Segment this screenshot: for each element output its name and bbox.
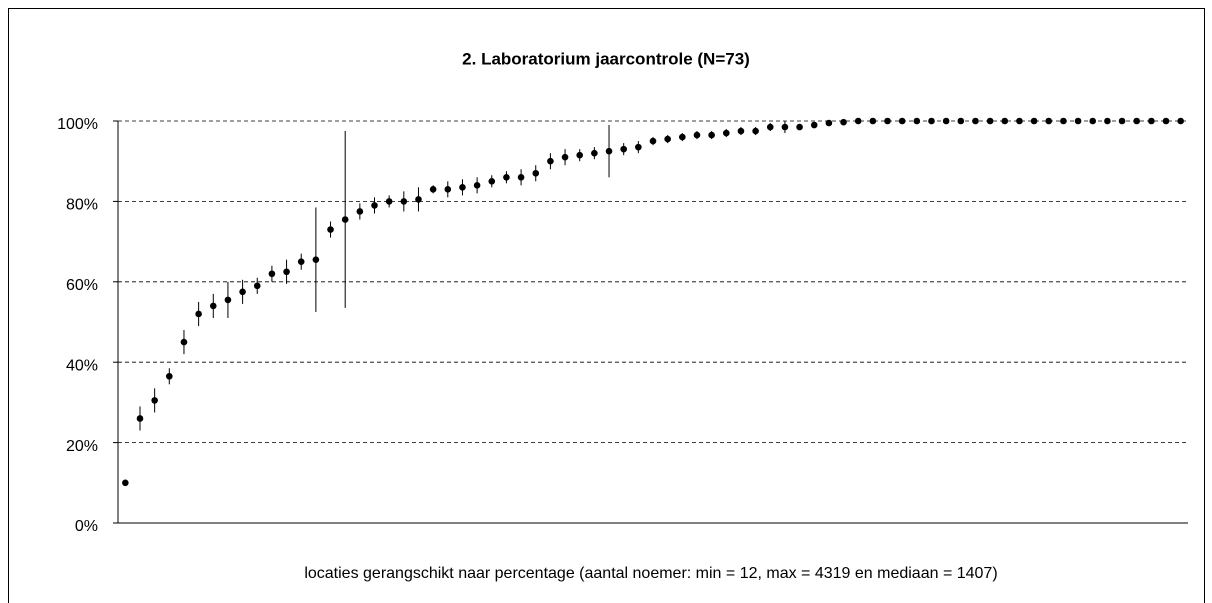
point (1118, 117, 1126, 125)
point (488, 178, 496, 185)
point (547, 157, 554, 165)
point (635, 143, 642, 151)
point (297, 258, 305, 266)
point (722, 129, 730, 137)
point (840, 118, 847, 126)
point (151, 397, 158, 404)
point (561, 153, 569, 161)
point (136, 415, 144, 422)
point (1089, 117, 1097, 125)
chart-title: 2. Laboratorium jaarcontrole (N=73) (462, 49, 750, 68)
point (224, 296, 232, 304)
point (473, 182, 481, 189)
chart-frame (8, 8, 1205, 603)
point (854, 117, 862, 125)
point (517, 173, 525, 181)
point (649, 137, 657, 145)
point (986, 117, 994, 125)
point (898, 117, 906, 125)
point (122, 479, 129, 487)
point (884, 117, 891, 125)
point (1045, 117, 1053, 125)
point (180, 338, 188, 346)
y-tick-label: 40% (66, 357, 98, 374)
point (503, 173, 510, 181)
point (679, 133, 686, 141)
point (913, 117, 921, 125)
point (253, 282, 261, 290)
point (532, 169, 540, 177)
point (664, 135, 671, 143)
point (459, 184, 466, 191)
point (371, 202, 378, 209)
point (796, 123, 803, 131)
point (195, 310, 202, 318)
point (1133, 117, 1140, 125)
point (957, 117, 965, 125)
point (356, 208, 364, 215)
point (1148, 117, 1155, 125)
point (1001, 117, 1009, 125)
y-tick-label: 80% (66, 197, 98, 214)
point (620, 145, 627, 153)
y-tick-label: 100% (57, 116, 98, 133)
point (1177, 117, 1184, 125)
point (869, 117, 877, 125)
point (341, 216, 349, 223)
point (1060, 117, 1067, 125)
point (1016, 117, 1023, 125)
point (1104, 117, 1111, 125)
point (810, 121, 818, 129)
y-tick-label: 60% (66, 277, 98, 294)
point (1074, 117, 1082, 125)
x-axis-label: locaties gerangschikt naar percentage (a… (304, 565, 997, 582)
point (928, 117, 935, 125)
point (752, 127, 759, 135)
point (693, 131, 701, 139)
point (576, 151, 584, 159)
point (737, 127, 745, 135)
point (239, 288, 246, 296)
point (209, 302, 217, 310)
point (166, 372, 173, 380)
point (268, 270, 276, 278)
point (605, 147, 613, 155)
y-tick-label: 0% (75, 518, 98, 535)
point (972, 117, 979, 125)
point (385, 198, 393, 205)
point (1030, 117, 1038, 125)
point (429, 186, 437, 193)
point (825, 119, 833, 127)
point (400, 198, 408, 205)
y-tick-label: 20% (66, 438, 98, 455)
point (283, 268, 290, 276)
point (1162, 117, 1170, 125)
point (327, 226, 334, 233)
point (415, 196, 422, 203)
point (781, 123, 789, 131)
point (708, 131, 715, 139)
point (312, 256, 320, 263)
point (766, 123, 774, 131)
point (942, 117, 950, 125)
point (591, 149, 598, 157)
point (444, 186, 452, 193)
